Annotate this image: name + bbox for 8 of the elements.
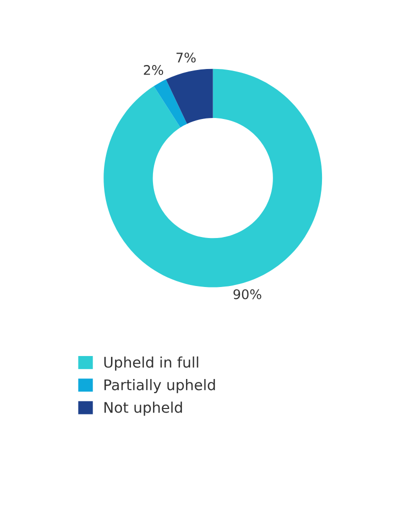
data-label: 7% xyxy=(176,52,196,63)
legend-label: Upheld in full xyxy=(104,356,198,371)
legend-label: Partially upheld xyxy=(104,379,215,394)
donut-slice xyxy=(154,79,188,128)
donut-slice xyxy=(166,68,213,124)
legend-label: Not upheld xyxy=(104,402,182,416)
data-label: 90% xyxy=(233,289,262,300)
data-label: 2% xyxy=(144,65,164,75)
